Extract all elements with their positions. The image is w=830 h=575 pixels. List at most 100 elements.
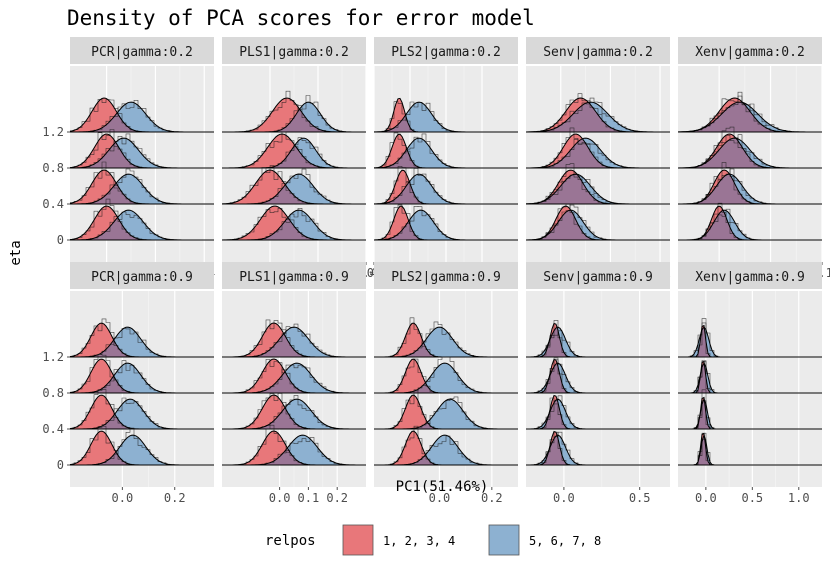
density-area-relpos-1-4 — [70, 359, 214, 393]
panel-strip — [222, 37, 366, 64]
x-axis-label: PC1(51.46%) — [396, 479, 489, 495]
density-overlap-area — [70, 415, 214, 429]
panel-strip-label: Xenv|gamma:0.2 — [695, 45, 805, 60]
density-overlap-area — [374, 150, 518, 168]
density-area-relpos-5-8 — [70, 435, 214, 465]
panel-strip-label: PCR|gamma:0.2 — [91, 45, 193, 60]
panel-pls1-gamma-0-2: PLS1|gamma:0.20.00.20.4 — [221, 37, 377, 280]
density-area-relpos-5-8 — [374, 435, 518, 465]
panel-strip-label: Senv|gamma:0.9 — [543, 270, 653, 285]
density-area-relpos-5-8 — [222, 363, 366, 393]
density-area-relpos-5-8 — [70, 399, 214, 429]
density-area-relpos-1-4 — [222, 170, 366, 204]
legend-label-relpos-5-8: 5, 6, 7, 8 — [529, 534, 601, 548]
panel-pcr-gamma-0-2: PCR|gamma:0.20.00.20.400.40.81.2 — [42, 37, 215, 280]
panel-pls2-gamma-0-9: PLS2|gamma:0.9 0.0 0.2 — [374, 262, 518, 505]
legend-key-relpos-5-8 — [488, 524, 520, 556]
x-tick-label: 0.0 — [429, 491, 451, 505]
panel-pcr-gamma-0-9: PCR|gamma:0.9 0.0 0.2 0 0.4 0.8 1.2 — [42, 262, 214, 505]
y-tick-label: 0.8 — [42, 161, 64, 175]
chart-title: Density of PCA scores for error model — [67, 6, 535, 30]
density-overlap-area — [70, 340, 214, 357]
panel-strip-label: PLS1|gamma:0.9 — [239, 270, 349, 285]
density-area-relpos-1-4 — [222, 206, 366, 240]
x-tick-label: 0.2 — [164, 491, 186, 505]
density-area-relpos-5-8 — [678, 363, 822, 393]
density-overlap-area — [222, 408, 366, 429]
density-area-relpos-5-8 — [70, 102, 214, 132]
y-tick-label: 1.2 — [42, 125, 64, 139]
density-overlap-area — [678, 210, 822, 240]
density-overlap-area — [222, 146, 366, 168]
panel-strip — [70, 37, 214, 64]
y-tick-label: 0.4 — [42, 197, 64, 211]
legend-key-relpos-1-4 — [342, 524, 374, 556]
density-overlap-area — [222, 185, 366, 204]
density-area-relpos-1-4 — [222, 323, 366, 357]
panel-strip-label: Senv|gamma:0.2 — [543, 45, 653, 60]
panel-strip-label: PLS2|gamma:0.9 — [391, 270, 501, 285]
x-tick-label: 0.0 — [695, 491, 717, 505]
panel-strip-label: PLS2|gamma:0.2 — [391, 45, 501, 60]
density-area-relpos-1-4 — [222, 395, 366, 429]
density-area-relpos-1-4 — [222, 431, 366, 465]
x-tick-label: 0.5 — [629, 491, 651, 505]
density-overlap-area — [70, 142, 214, 168]
x-tick-label: 0.2 — [481, 491, 503, 505]
density-overlap-area — [70, 218, 214, 240]
panel-strip — [678, 37, 822, 64]
panel-strip-label: PCR|gamma:0.9 — [91, 270, 193, 285]
panel-xenv-gamma-0-2: Xenv|gamma:0.2-0.10.00.1 — [677, 37, 830, 280]
density-area-relpos-5-8 — [374, 363, 518, 393]
x-tick-label: 0.0 — [269, 491, 291, 505]
panel-strip — [70, 262, 214, 289]
density-overlap-area — [222, 334, 366, 357]
panel-strip — [222, 262, 366, 289]
density-overlap-area — [222, 449, 366, 465]
panel-strip — [526, 37, 670, 64]
panel-strip-label: PLS1|gamma:0.2 — [239, 45, 349, 60]
density-area-relpos-5-8 — [222, 174, 366, 204]
legend: relpos 1, 2, 3, 4 5, 6, 7, 8 — [265, 524, 601, 556]
panel-xenv-gamma-0-9: Xenv|gamma:0.9 0.0 0.5 1.0 — [678, 262, 822, 505]
panel-strip — [374, 37, 518, 64]
panel-strip — [526, 262, 670, 289]
density-overlap-area — [70, 114, 214, 132]
x-tick-label: 1.0 — [788, 491, 810, 505]
panel-strip — [374, 262, 518, 289]
y-tick-label: 0.4 — [42, 422, 64, 436]
density-overlap-area — [70, 376, 214, 393]
panel-senv-gamma-0-9: Senv|gamma:0.9 0.0 0.5 — [526, 262, 670, 505]
panel-pls2-gamma-0-2: PLS2|gamma:0.2-0.20.00.20.4 — [360, 37, 518, 280]
y-tick-label: 0 — [57, 233, 64, 247]
panel-strip — [678, 262, 822, 289]
panel-strip-label: Xenv|gamma:0.9 — [695, 270, 805, 285]
density-area-relpos-5-8 — [222, 327, 366, 357]
y-tick-label: 0 — [57, 458, 64, 472]
x-tick-label: 0.2 — [326, 491, 348, 505]
legend-label-relpos-1-4: 1, 2, 3, 4 — [383, 534, 455, 548]
density-area-relpos-5-8 — [374, 399, 518, 429]
x-tick-label: 0.0 — [553, 491, 575, 505]
y-tick-label: 1.2 — [42, 350, 64, 364]
density-overlap-area — [222, 217, 366, 240]
density-overlap-area — [678, 102, 822, 132]
density-overlap-area — [526, 174, 670, 204]
density-area-relpos-5-8 — [678, 327, 822, 357]
panel-pls1-gamma-0-9: PLS1|gamma:0.9 0.0 0.1 0.2 — [222, 262, 366, 505]
y-tick-label: 0.8 — [42, 386, 64, 400]
panel-senv-gamma-0-2: Senv|gamma:0.2-0.10.00.1 — [525, 37, 671, 280]
density-overlap-area — [222, 109, 366, 132]
density-area-relpos-5-8 — [222, 399, 366, 429]
density-overlap-area — [678, 138, 822, 168]
density-overlap-area — [678, 174, 822, 204]
density-area-relpos-1-4 — [222, 359, 366, 393]
density-area-relpos-5-8 — [678, 399, 822, 429]
legend-title: relpos — [265, 533, 316, 549]
density-area-relpos-5-8 — [678, 435, 822, 465]
y-axis-label: eta — [8, 240, 24, 265]
x-tick-label: 0.1 — [298, 491, 320, 505]
density-overlap-area — [222, 372, 366, 393]
x-tick-label: 0.5 — [741, 491, 763, 505]
